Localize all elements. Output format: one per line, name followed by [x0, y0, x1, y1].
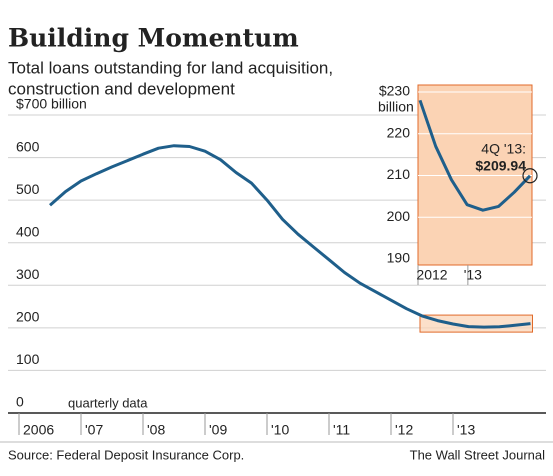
x-tick-label: 2006 [23, 422, 54, 438]
inset-y-unit: billion [378, 99, 414, 115]
x-tick-label: '12 [395, 422, 413, 438]
highlight-point [522, 168, 538, 184]
x-tick-label: '13 [457, 422, 475, 438]
source: Source: Federal Deposit Insurance Corp. [8, 447, 244, 462]
inset-line [418, 99, 532, 212]
inset-y-tick-label: 200 [387, 208, 411, 224]
chart-subtitle: construction and development [8, 79, 235, 98]
chart-title: Building Momentum [8, 24, 299, 53]
y-tick-label: 0 [16, 394, 24, 410]
inset-y-tick-label: 210 [387, 166, 411, 182]
y-tick-label: 600 [16, 138, 40, 154]
y-tick-label: 500 [16, 181, 40, 197]
x-tick-label: '10 [271, 422, 289, 438]
inset-x-tick-label: 2012 [416, 267, 447, 283]
inset-y-tick-label: 190 [387, 250, 411, 266]
y-tick-label: $700 billion [16, 96, 87, 112]
x-tick-label: '07 [85, 422, 103, 438]
y-tick-label: 300 [16, 266, 40, 282]
x-tick-label: '09 [209, 422, 227, 438]
annotation: quarterly data [68, 395, 148, 410]
inset-y-tick-label: 220 [387, 124, 411, 140]
y-tick-label: 200 [16, 309, 40, 325]
y-tick-label: 100 [16, 351, 40, 367]
annotation: 4Q '13: [481, 140, 526, 156]
y-tick-label: 400 [16, 223, 40, 239]
credit: The Wall Street Journal [410, 447, 545, 462]
highlight-region [419, 314, 533, 333]
x-tick-label: '08 [147, 422, 165, 438]
value-label: $209.94 [475, 157, 526, 173]
chart-subtitle: Total loans outstanding for land acquisi… [8, 58, 333, 77]
inset-y-tick-label: $230 [379, 83, 410, 99]
data-line [49, 144, 531, 329]
x-tick-label: '11 [333, 422, 350, 438]
inset-x-tick-label: '13 [464, 267, 482, 283]
